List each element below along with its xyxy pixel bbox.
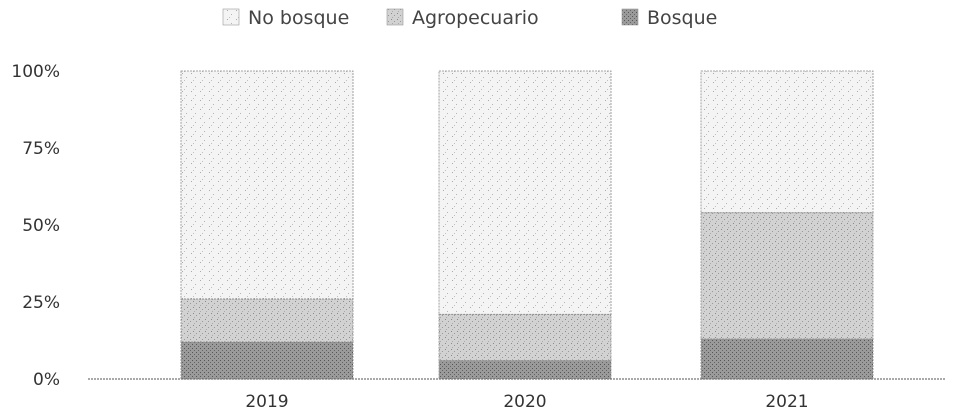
bar-segment-no-bosque <box>180 70 354 300</box>
legend: No bosque Agropecuario Bosque <box>222 7 717 29</box>
bar-segment-bosque <box>700 338 874 380</box>
bar-segment-no-bosque <box>700 70 874 214</box>
bar-segment-no-bosque <box>438 70 612 315</box>
legend-label: Agropecuario <box>412 7 539 29</box>
x-tick-label: 2021 <box>765 392 808 412</box>
legend-label: No bosque <box>248 7 349 29</box>
y-tick-label: 75% <box>22 139 60 159</box>
bar-segment-agropecuario <box>180 298 354 343</box>
y-tick-label: 50% <box>22 216 60 236</box>
legend-swatch <box>222 8 240 26</box>
x-axis: 2019 2020 2021 <box>88 378 946 412</box>
bar-segment-agropecuario <box>700 212 874 340</box>
bar-segment-bosque <box>180 341 354 380</box>
bar-segment-bosque <box>438 360 612 380</box>
x-tick-label: 2020 <box>503 392 546 412</box>
legend-swatch <box>386 8 404 26</box>
bars <box>180 70 874 380</box>
bar-segment-agropecuario <box>438 313 612 361</box>
y-axis: 0% 25% 50% 75% 100% <box>11 62 60 390</box>
y-tick-label: 100% <box>11 62 60 82</box>
legend-label: Bosque <box>647 7 717 29</box>
y-tick-label: 25% <box>22 293 60 313</box>
legend-swatch <box>621 8 639 26</box>
x-tick-label: 2019 <box>245 392 288 412</box>
y-tick-label: 0% <box>33 370 60 390</box>
